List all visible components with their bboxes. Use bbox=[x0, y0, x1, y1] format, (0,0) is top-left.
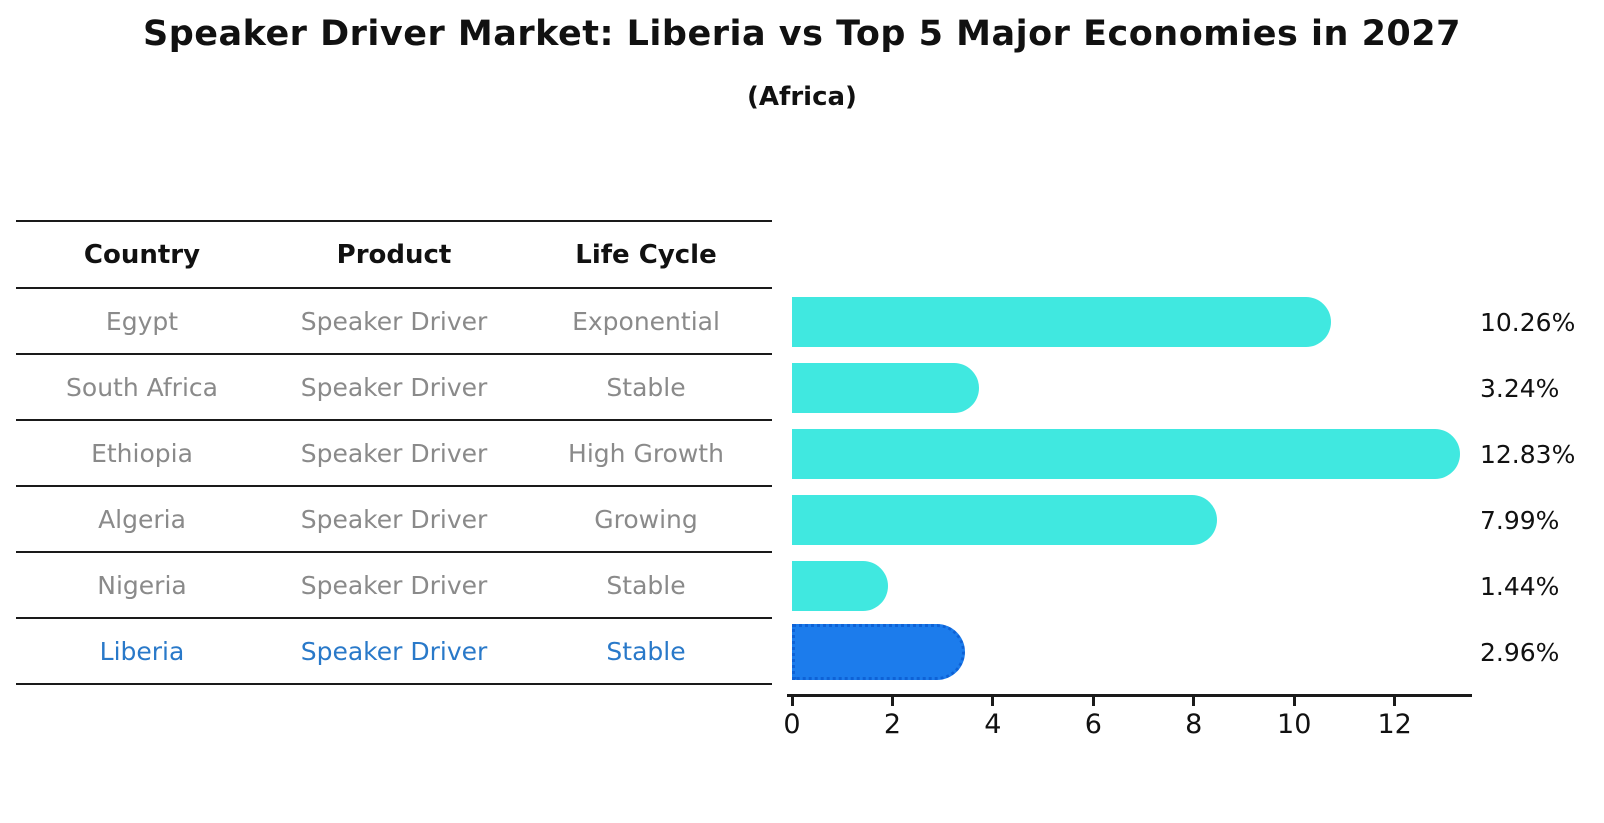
cell-country: Ethiopia bbox=[91, 438, 193, 468]
bar-plot: 10.26% 3.24% 12.83% 7.99% 1.44% 2.96% bbox=[792, 289, 1575, 685]
bar-row-liberia: 2.96% bbox=[792, 619, 1559, 685]
bar-liberia-highlighted bbox=[792, 624, 965, 680]
x-tick-mark bbox=[790, 697, 794, 706]
cell-product: Speaker Driver bbox=[300, 372, 488, 402]
column-header-country: Country bbox=[83, 239, 201, 270]
cell-country: South Africa bbox=[66, 372, 218, 402]
value-label-ethiopia: 12.83% bbox=[1480, 439, 1576, 469]
cell-country: Egypt bbox=[105, 306, 179, 336]
bar-row-south-africa: 3.24% bbox=[792, 355, 1559, 421]
cell-life-cycle: Stable bbox=[606, 570, 686, 600]
x-tick-mark bbox=[991, 697, 995, 706]
cell-life-cycle: High Growth bbox=[568, 438, 724, 468]
bar-row-algeria: 7.99% bbox=[792, 487, 1559, 553]
x-tick-mark bbox=[1393, 697, 1397, 706]
cell-life-cycle: Exponential bbox=[572, 306, 720, 336]
cell-product: Speaker Driver bbox=[300, 306, 488, 336]
cell-product: Speaker Driver bbox=[300, 504, 488, 534]
x-tick-label: 8 bbox=[1185, 709, 1203, 740]
x-tick-mark bbox=[890, 697, 894, 706]
x-tick-label: 10 bbox=[1277, 709, 1312, 740]
bar-row-nigeria: 1.44% bbox=[792, 553, 1559, 619]
cell-country: Algeria bbox=[98, 504, 186, 534]
x-tick-label: 6 bbox=[1084, 709, 1102, 740]
cell-country: Nigeria bbox=[97, 570, 187, 600]
table-row-ethiopia: Ethiopia Speaker Driver High Growth bbox=[16, 421, 772, 487]
x-tick-mark bbox=[1091, 697, 1095, 706]
cell-product: Speaker Driver bbox=[300, 570, 488, 600]
chart-title: Speaker Driver Market: Liberia vs Top 5 … bbox=[142, 14, 1461, 54]
cell-product: Speaker Driver bbox=[300, 636, 488, 666]
x-axis-line bbox=[787, 694, 1472, 697]
info-table: Country Product Life Cycle Egypt Speaker… bbox=[16, 220, 772, 685]
cell-country: Liberia bbox=[99, 636, 185, 666]
x-tick-label: 2 bbox=[883, 709, 902, 740]
column-header-life-cycle: Life Cycle bbox=[575, 239, 717, 270]
x-axis: 0 2 4 6 8 10 12 bbox=[783, 694, 1470, 754]
table-row-algeria: Algeria Speaker Driver Growing bbox=[16, 487, 772, 553]
value-label-egypt: 10.26% bbox=[1480, 307, 1576, 337]
table-row-egypt: Egypt Speaker Driver Exponential bbox=[16, 289, 772, 355]
x-tick-label: 4 bbox=[984, 709, 1002, 740]
bar-egypt bbox=[792, 297, 1332, 347]
x-tick-label: 0 bbox=[783, 709, 801, 740]
cell-life-cycle: Stable bbox=[606, 372, 686, 402]
bar-row-egypt: 10.26% bbox=[792, 289, 1575, 355]
bar-ethiopia bbox=[792, 429, 1461, 479]
chart-subtitle: (Africa) bbox=[747, 82, 857, 112]
bar-algeria bbox=[792, 495, 1218, 545]
x-tick-mark bbox=[1192, 697, 1196, 706]
bar-row-ethiopia: 12.83% bbox=[792, 421, 1575, 487]
bar-south-africa bbox=[792, 363, 979, 413]
table-row-nigeria: Nigeria Speaker Driver Stable bbox=[16, 553, 772, 619]
x-tick-mark bbox=[1292, 697, 1296, 706]
cell-product: Speaker Driver bbox=[300, 438, 488, 468]
table-row-south-africa: South Africa Speaker Driver Stable bbox=[16, 355, 772, 421]
cell-life-cycle: Stable bbox=[606, 636, 686, 666]
bar-nigeria bbox=[792, 561, 889, 611]
value-label-algeria: 7.99% bbox=[1480, 505, 1560, 535]
value-label-south-africa: 3.24% bbox=[1480, 373, 1560, 403]
cell-life-cycle: Growing bbox=[594, 504, 698, 534]
x-tick-label: 12 bbox=[1377, 709, 1412, 740]
value-label-liberia: 2.96% bbox=[1480, 637, 1560, 667]
table-row-liberia: Liberia Speaker Driver Stable bbox=[16, 619, 772, 685]
table-header-row: Country Product Life Cycle bbox=[16, 220, 772, 289]
column-header-product: Product bbox=[336, 239, 452, 270]
value-label-nigeria: 1.44% bbox=[1480, 571, 1560, 601]
